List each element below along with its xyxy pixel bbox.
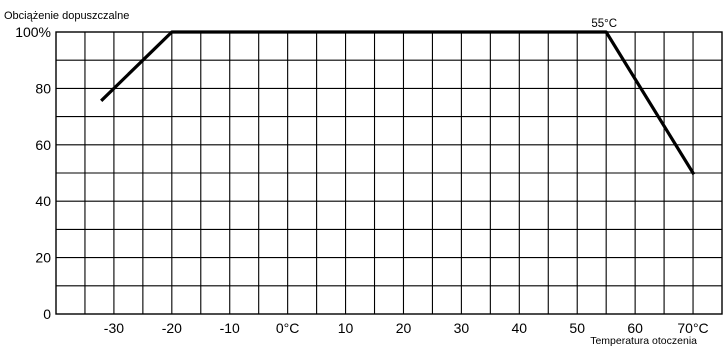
y-tick-label: 100% [15,24,51,40]
x-tick-label: 10 [338,320,354,336]
x-tick-label: -30 [104,320,124,336]
annotation-layer: 55°C [591,18,617,30]
x-tick-label: 60 [627,320,643,336]
y-tick-label: 0 [43,306,51,322]
y-axis-ticks: 0 20 40 60 80 100% [15,24,51,322]
grid-lines [56,32,722,314]
annotation-label: 55°C [591,18,617,30]
y-tick-label: 20 [35,250,51,266]
x-tick-label: 50 [569,320,585,336]
x-tick-label: 40 [512,320,528,336]
x-tick-label: -20 [162,320,182,336]
x-tick-label: 0°C [276,320,300,336]
x-tick-label: 20 [396,320,412,336]
y-tick-label: 40 [35,193,51,209]
x-tick-label: 70°C [677,320,708,336]
series-layer [100,30,696,176]
y-tick-label: 80 [35,80,51,96]
x-tick-label: 30 [454,320,470,336]
series-line [100,30,696,176]
y-tick-label: 60 [35,137,51,153]
x-axis-title: Temperatura otoczenia [590,335,697,347]
chart-title: Obciążenie dopuszczalne [4,10,129,22]
x-axis-ticks: -30 -20 -10 0°C 10 20 30 40 50 60 70°C [104,320,709,336]
x-tick-label: -10 [220,320,240,336]
